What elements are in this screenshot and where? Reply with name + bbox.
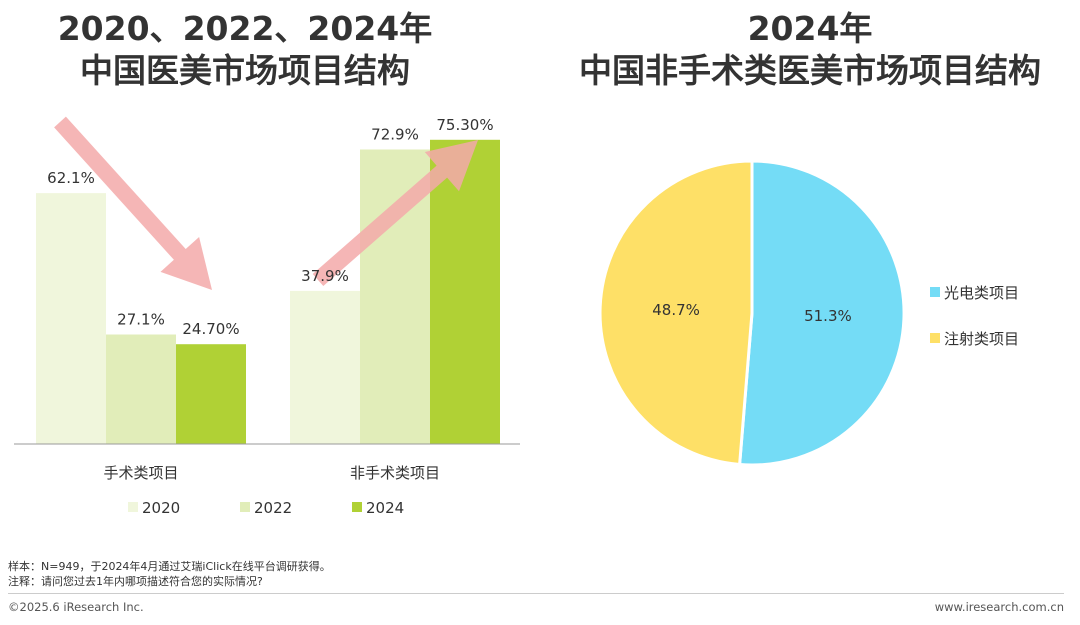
bar-2022-1 (106, 334, 176, 444)
legend-swatch-2022 (240, 502, 250, 512)
pie-legend-label: 光电类项目 (944, 284, 1019, 302)
footer-divider (8, 593, 1064, 594)
bar-data-label: 75.30% (436, 116, 493, 134)
right-title-line1: 2024年 (747, 9, 873, 48)
left-title-line2: 中国医美市场项目结构 (80, 51, 410, 90)
bar-2020-1 (36, 193, 106, 444)
bar-2024-1 (176, 344, 246, 444)
bar-data-label: 37.9% (301, 267, 349, 285)
legend-swatch-2020 (128, 502, 138, 512)
legend-swatch-2024 (352, 502, 362, 512)
right-chart-title: 2024年 中国非手术类医美市场项目结构 (560, 8, 1060, 92)
pie-legend-swatch-1 (930, 287, 940, 297)
bar-data-label: 24.70% (182, 320, 239, 338)
left-chart-title: 2020、2022、2024年 中国医美市场项目结构 (20, 8, 470, 92)
pie-slice-2 (598, 159, 754, 467)
remark-note: 注释：请问您过去1年内哪项描述符合您的实际情况? (8, 575, 263, 588)
pie-slice-1 (737, 159, 906, 467)
increase-arrow (312, 140, 478, 286)
pie-legend-label: 注射类项目 (944, 330, 1019, 348)
copyright-text: ©2025.6 iResearch Inc. (8, 600, 144, 614)
bar-data-label: 72.9% (371, 125, 419, 143)
website-link[interactable]: www.iresearch.com.cn (934, 600, 1064, 614)
pie-data-label: 48.7% (652, 301, 700, 319)
decrease-arrow (54, 116, 212, 290)
left-title-line1: 2020、2022、2024年 (57, 9, 433, 48)
bar-data-label: 62.1% (47, 169, 95, 187)
bar-data-label: 27.1% (117, 311, 165, 329)
category-label: 手术类项目 (103, 464, 178, 482)
pie-legend-swatch-2 (930, 333, 940, 343)
right-title-line2: 中国非手术类医美市场项目结构 (579, 51, 1041, 90)
legend-label-2022: 2022 (254, 499, 292, 517)
legend-label-2020: 2020 (142, 499, 180, 517)
pie-data-label: 51.3% (804, 307, 852, 325)
legend-label-2024: 2024 (366, 499, 404, 517)
category-label: 非手术类项目 (350, 464, 440, 482)
bar-2024-2 (430, 139, 500, 444)
sample-note: 样本：N=949，于2024年4月通过艾瑞iClick在线平台调研获得。 (8, 560, 331, 573)
bar-2020-2 (290, 290, 360, 444)
